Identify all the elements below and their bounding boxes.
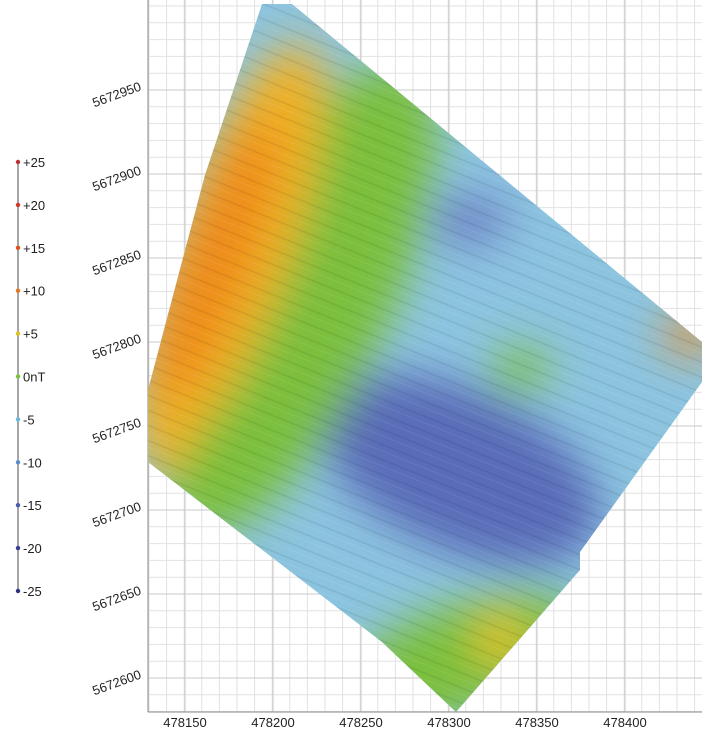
y-axis-label: 5672700 — [90, 499, 143, 530]
x-axis-label: 478300 — [427, 715, 470, 730]
legend-label: -25 — [23, 584, 42, 599]
legend-tick — [16, 589, 20, 593]
legend-tick — [16, 160, 20, 164]
color-legend: +25 +20 +15 +10 +5 0nT -5 -10 -15 -20 -25 — [16, 155, 46, 599]
legend-label: +25 — [23, 155, 45, 170]
y-axis-label: 5672750 — [90, 415, 143, 446]
legend-label: -10 — [23, 455, 42, 470]
x-axis-label: 478350 — [515, 715, 558, 730]
legend-label: -15 — [23, 498, 42, 513]
legend-tick — [16, 374, 20, 378]
legend-label: +15 — [23, 241, 45, 256]
legend-tick — [16, 417, 20, 421]
survey-map-page: 478150 478200 478250 478300 478350 478400 567… — [0, 0, 702, 737]
legend-label: +20 — [23, 198, 45, 213]
y-axis-label: 5672600 — [90, 667, 143, 698]
legend-tick — [16, 503, 20, 507]
x-axis-label: 478150 — [163, 715, 206, 730]
magnetic-survey-raster — [98, 0, 702, 737]
x-axis-label: 478400 — [603, 715, 646, 730]
x-axis-label: 478250 — [339, 715, 382, 730]
x-axis-label: 478200 — [251, 715, 294, 730]
y-axis-label: 5672650 — [90, 583, 143, 614]
legend-label: -20 — [23, 541, 42, 556]
legend-tick — [16, 331, 20, 335]
y-axis-label: 5672950 — [90, 79, 143, 110]
y-axis-label: 5672800 — [90, 331, 143, 362]
legend-label: +10 — [23, 284, 45, 299]
y-axis-label: 5672900 — [90, 163, 143, 194]
legend-tick — [16, 246, 20, 250]
legend-tick — [16, 546, 20, 550]
legend-tick — [16, 203, 20, 207]
legend-label: 0nT — [23, 370, 45, 385]
y-axis-labels: 5672950 5672900 5672850 5672800 5672750 56727… — [90, 79, 143, 698]
x-axis-labels: 478150 478200 478250 478300 478350 478400 — [163, 715, 646, 730]
legend-tick — [16, 460, 20, 464]
y-axis-label: 5672850 — [90, 247, 143, 278]
legend-label: +5 — [23, 327, 38, 342]
legend-tick — [16, 289, 20, 293]
legend-label: -5 — [23, 412, 35, 427]
